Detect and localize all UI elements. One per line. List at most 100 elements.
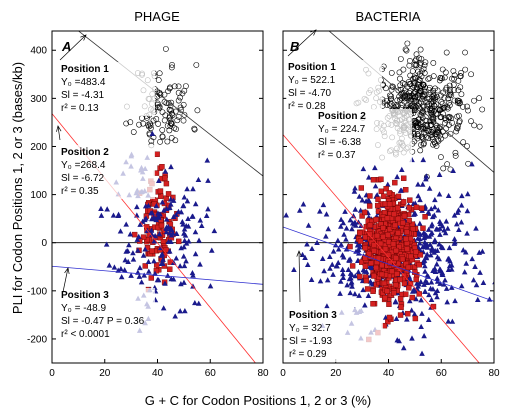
data-point-filled-triangle (341, 231, 347, 237)
data-point-filled-triangle (394, 173, 400, 180)
data-point-filled-square (395, 205, 401, 211)
data-point-open-circle (169, 112, 176, 119)
data-point-open-circle (443, 84, 450, 91)
data-point-filled-square (420, 225, 426, 231)
regression-line-3 (283, 226, 494, 302)
data-point-filled-square (389, 268, 395, 275)
data-point-filled-triangle (415, 235, 421, 241)
data-point-filled-triangle (420, 156, 427, 163)
data-point-open-circle (166, 106, 173, 113)
y-axis-label: PLI for Codon Positions 1, 2 or 3 (bases… (10, 62, 25, 314)
data-point-filled-triangle (459, 192, 465, 199)
data-point-open-circle (166, 85, 173, 92)
data-point-filled-triangle (360, 286, 366, 293)
data-point-filled-triangle (347, 256, 353, 262)
annotation-y0: Y₀ = 522.1 (288, 75, 336, 86)
data-point-open-circle (180, 101, 187, 108)
data-point-filled-triangle (190, 272, 196, 278)
data-point-filled-triangle (443, 285, 450, 291)
data-point-open-circle (410, 90, 417, 97)
data-point-open-circle (384, 102, 390, 108)
data-point-open-circle (136, 121, 142, 128)
data-point-filled-square (397, 296, 404, 302)
data-point-filled-triangle (425, 316, 432, 322)
data-point-open-circle (166, 113, 173, 120)
data-point-filled-square (370, 177, 377, 183)
data-point-filled-triangle (110, 212, 117, 218)
data-point-filled-triangle (436, 171, 443, 177)
data-point-filled-triangle (340, 254, 347, 260)
data-point-open-circle (168, 99, 175, 106)
data-point-filled-triangle (436, 191, 443, 197)
annotation-r2: r² = 0.28 (288, 101, 326, 112)
data-point-filled-triangle (417, 220, 423, 226)
data-point-filled-triangle (422, 277, 429, 284)
data-point-filled-square (158, 217, 164, 223)
annotation-pos: Position 3 (61, 290, 109, 301)
x-tick-label: 80 (257, 368, 269, 379)
data-point-filled-triangle (432, 265, 438, 271)
annotation-pos: Position 3 (289, 310, 337, 321)
data-point-filled-triangle (192, 250, 199, 257)
data-point-filled-square (396, 244, 402, 250)
data-point-filled-triangle (159, 199, 166, 205)
data-point-filled-triangle (424, 251, 430, 257)
data-point-open-circle (452, 149, 459, 156)
data-point-filled-triangle (431, 239, 438, 245)
data-point-open-circle (154, 100, 161, 107)
data-point-filled-triangle (163, 216, 170, 222)
data-point-filled-triangle (419, 181, 426, 187)
data-point-open-circle (433, 110, 439, 117)
data-point-open-circle (438, 113, 445, 120)
data-point-filled-square (386, 301, 392, 307)
data-point-filled-triangle (149, 210, 155, 216)
data-point-open-circle (394, 97, 401, 104)
data-point-filled-square (403, 187, 409, 193)
data-point-filled-triangle (329, 261, 336, 267)
data-point-filled-square (151, 201, 158, 207)
data-point-open-circle (404, 40, 411, 47)
data-point-filled-triangle (106, 262, 113, 268)
data-point-filled-square (386, 190, 393, 196)
data-point-filled-triangle (104, 206, 110, 212)
data-point-open-circle (436, 107, 443, 114)
data-point-filled-square (395, 193, 402, 200)
data-point-open-circle (462, 66, 469, 73)
data-point-filled-triangle (348, 280, 355, 286)
data-point-open-circle (175, 97, 182, 104)
data-point-open-circle (421, 88, 428, 95)
data-point-filled-square (392, 179, 398, 186)
data-point-filled-square (148, 275, 155, 281)
data-point-filled-square (371, 248, 377, 254)
data-point-filled-triangle (470, 277, 477, 283)
data-point-filled-triangle (340, 274, 347, 280)
data-point-filled-triangle (412, 200, 419, 206)
data-point-filled-triangle (469, 255, 475, 262)
data-point-filled-triangle (137, 221, 143, 227)
data-point-filled-triangle (182, 308, 188, 314)
data-point-filled-triangle (422, 231, 428, 237)
data-point-filled-triangle (195, 176, 202, 183)
data-point-open-circle (446, 122, 452, 128)
data-point-filled-triangle (181, 262, 188, 269)
data-point-open-circle (168, 107, 175, 114)
data-point-filled-square (362, 234, 369, 241)
data-point-filled-triangle (178, 281, 184, 287)
data-point-open-circle (460, 103, 466, 110)
data-point-filled-triangle (480, 279, 487, 286)
data-point-filled-square (399, 256, 406, 263)
data-point-open-circle (139, 115, 145, 122)
data-point-filled-triangle (135, 233, 142, 239)
data-point-open-circle (413, 120, 420, 127)
data-point-filled-square (158, 222, 165, 229)
data-point-open-circle (406, 62, 413, 69)
data-point-filled-triangle (428, 279, 435, 285)
data-point-filled-triangle (168, 163, 174, 170)
data-point-open-circle (417, 147, 424, 154)
data-point-open-circle (417, 111, 424, 118)
data-point-filled-triangle (123, 221, 130, 227)
data-point-open-circle (386, 92, 393, 99)
data-point-filled-triangle (463, 260, 470, 266)
x-tick-label: 20 (99, 368, 111, 379)
data-point-filled-triangle (148, 227, 155, 233)
